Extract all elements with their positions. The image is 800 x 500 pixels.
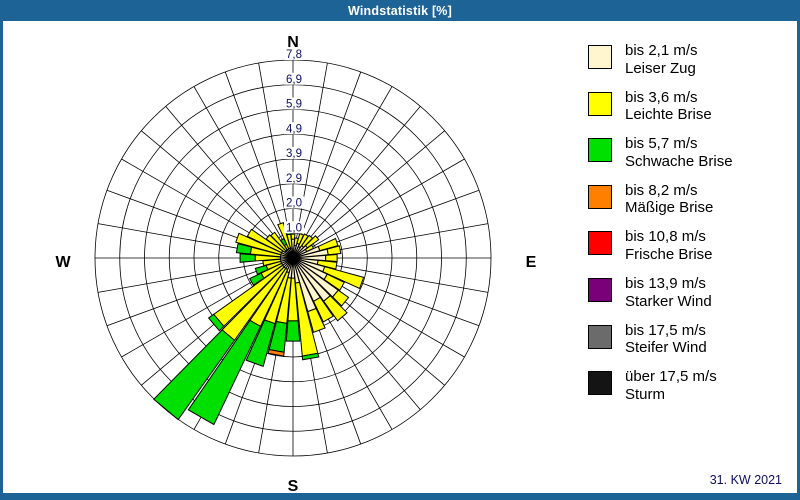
grid-spoke bbox=[292, 71, 362, 259]
grid-spoke bbox=[165, 106, 294, 259]
window-title: Windstatistik [%] bbox=[348, 3, 452, 18]
wind-petal-segment bbox=[277, 222, 291, 250]
ring-label-backing bbox=[284, 147, 304, 159]
wind-petal-segment bbox=[262, 258, 282, 267]
ring-label-backing bbox=[284, 196, 304, 209]
legend-speed-label: bis 8,2 m/s bbox=[625, 181, 698, 199]
wind-petal-segment bbox=[312, 296, 334, 323]
grid-spoke bbox=[193, 86, 294, 259]
legend-color-swatch bbox=[588, 324, 612, 349]
compass-label-east: E bbox=[525, 254, 537, 271]
ring-label-backing bbox=[284, 122, 304, 135]
ring-label-backing bbox=[284, 171, 304, 184]
legend-item-text: bis 10,8 m/s Frische Brise bbox=[625, 228, 713, 263]
ring-label-backing bbox=[284, 221, 304, 234]
title-bar: Windstatistik [%] bbox=[0, 0, 800, 21]
legend-item-text: bis 3,6 m/s Leichte Brise bbox=[625, 89, 712, 124]
ring-label: 2,0 bbox=[286, 198, 302, 210]
legend-color-swatch bbox=[588, 138, 612, 163]
wind-petal-segment bbox=[187, 319, 262, 426]
chart-area bbox=[0, 21, 800, 500]
compass-label-north: N bbox=[287, 34, 299, 51]
wind-petal-segment bbox=[301, 352, 320, 361]
legend-name-label: Schwache Brise bbox=[625, 152, 733, 170]
legend-color-swatch bbox=[588, 45, 612, 69]
legend-name-label: Leiser Zug bbox=[625, 59, 696, 77]
wind-petal-segment bbox=[153, 329, 236, 421]
wind-petal-segment bbox=[270, 231, 288, 252]
wind-petal-segment bbox=[317, 237, 339, 252]
wind-petal-segment bbox=[248, 272, 265, 286]
legend-name-label: Starker Wind bbox=[625, 292, 712, 310]
legend-color-swatch bbox=[588, 371, 612, 396]
wind-petal-segment bbox=[322, 266, 365, 290]
wind-petal-segment bbox=[239, 253, 256, 263]
wind-petal-segment bbox=[290, 233, 296, 240]
wind-petal-segment bbox=[235, 243, 253, 255]
legend-item-text: bis 13,9 m/s Starker Wind bbox=[625, 275, 712, 310]
wind-petal-segment bbox=[285, 320, 301, 342]
wind-petal-segment bbox=[254, 264, 269, 275]
legend-name-label: Mäßige Brise bbox=[625, 199, 714, 217]
legend-speed-label: bis 5,7 m/s bbox=[625, 135, 698, 153]
ring-label: 6,9 bbox=[286, 74, 302, 86]
legend-name-label: Leichte Brise bbox=[625, 106, 712, 124]
legend-color-swatch bbox=[588, 184, 612, 209]
wind-petal-segment bbox=[207, 313, 225, 332]
wind-petal-segment bbox=[267, 349, 285, 357]
wind-petal-segment bbox=[326, 245, 342, 256]
legend-speed-label: bis 2,1 m/s bbox=[625, 42, 698, 59]
legend-item-text: bis 5,7 m/s Schwache Brise bbox=[625, 135, 733, 170]
legend-name-label: Frische Brise bbox=[625, 245, 713, 263]
wind-petal-segment bbox=[307, 307, 326, 333]
grid-spoke bbox=[97, 257, 294, 293]
calendar-week-label: 31. KW 2021 bbox=[709, 473, 782, 487]
legend-color-swatch bbox=[588, 278, 612, 302]
ring-label: 7,8 bbox=[286, 49, 302, 61]
legend-item-text: über 17,5 m/s Sturm bbox=[625, 368, 717, 403]
wind-petal-segment bbox=[265, 234, 287, 253]
grid-spoke bbox=[292, 86, 393, 259]
grid-spoke bbox=[292, 106, 421, 259]
ring-label: 2,9 bbox=[286, 173, 302, 185]
wind-petal-segment bbox=[304, 235, 320, 249]
ring-label-backing bbox=[284, 97, 304, 110]
wind-petal-segment bbox=[323, 295, 348, 322]
legend-color-swatch bbox=[588, 231, 612, 256]
legend-name-label: Steifer Wind bbox=[625, 339, 707, 357]
wind-petal-segment bbox=[325, 253, 338, 263]
wind-petal-segment bbox=[246, 228, 284, 254]
legend-speed-label: bis 13,9 m/s bbox=[625, 275, 706, 292]
legend-speed-label: bis 10,8 m/s bbox=[625, 228, 706, 246]
legend-name-label: Sturm bbox=[625, 385, 666, 403]
legend-item-text: bis 17,5 m/s Steifer Wind bbox=[625, 322, 707, 357]
legend-item-text: bis 2,1 m/s Leiser Zug bbox=[625, 42, 698, 77]
legend-speed-label: über 17,5 m/s bbox=[625, 368, 717, 386]
legend-item-text: bis 8,2 m/s Mäßige Brise bbox=[625, 182, 713, 217]
grid-spoke bbox=[292, 130, 445, 259]
ring-label-backing bbox=[284, 72, 304, 85]
wind-petal-segment bbox=[235, 232, 283, 256]
ring-label: 5,9 bbox=[286, 99, 302, 111]
legend-color-swatch bbox=[588, 91, 612, 116]
ring-label: 4,9 bbox=[286, 123, 302, 135]
wind-petal-segment bbox=[331, 289, 350, 307]
legend-speed-label: bis 17,5 m/s bbox=[625, 321, 706, 339]
legend-speed-label: bis 3,6 m/s bbox=[625, 88, 698, 106]
grid-spoke bbox=[292, 158, 465, 259]
wind-rose-chart: 1,0 2,0 2,9 3,9 4,9 5,9 6,9 7,8 bbox=[94, 48, 492, 457]
wind-petal-segment bbox=[316, 259, 338, 270]
compass-label-west: W bbox=[55, 254, 71, 271]
wind-petal-segment bbox=[245, 319, 276, 368]
ring-label: 1,0 bbox=[286, 222, 302, 234]
ring-label: 3,9 bbox=[286, 148, 302, 160]
ring-label-backing bbox=[284, 48, 304, 60]
compass-label-south: S bbox=[287, 478, 299, 495]
wind-petal-segment bbox=[323, 273, 346, 292]
